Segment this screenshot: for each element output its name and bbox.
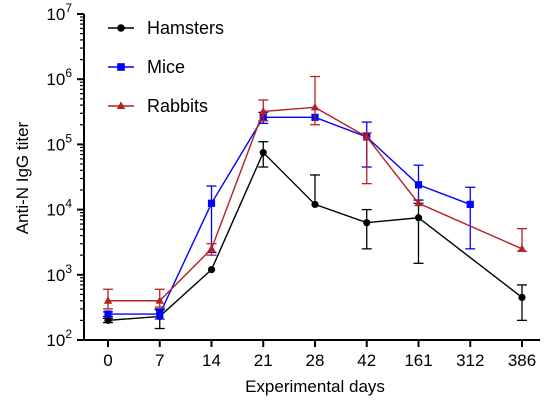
x-tick-label: 21 xyxy=(254,351,273,370)
legend-item-mice: Mice xyxy=(108,57,185,77)
series-line xyxy=(108,106,523,302)
y-tick-label: 106 xyxy=(46,66,72,89)
data-point xyxy=(156,310,164,318)
legend-item-hamsters: Hamsters xyxy=(108,18,224,38)
x-tick-label: 312 xyxy=(456,351,484,370)
data-point xyxy=(311,200,319,209)
y-tick-label: 103 xyxy=(46,262,72,285)
legend-label: Rabbits xyxy=(147,96,208,116)
axes: 102 103 104 105 106 107 0 7 14 21 28 42 161 312 386 xyxy=(46,1,540,370)
y-tick-label: 102 xyxy=(46,327,72,350)
series-rabbits xyxy=(103,75,527,310)
legend-marker xyxy=(117,63,125,71)
plot-area xyxy=(103,75,527,330)
x-tick-label: 42 xyxy=(357,351,376,370)
data-point xyxy=(414,181,423,189)
data-point xyxy=(104,310,112,318)
data-point xyxy=(310,102,320,111)
legend-label: Mice xyxy=(147,57,185,77)
data-point xyxy=(207,199,216,207)
legend-marker xyxy=(117,24,125,32)
data-point xyxy=(362,132,371,140)
data-point xyxy=(414,198,423,207)
data-point xyxy=(517,244,527,252)
x-tick-label: 0 xyxy=(103,351,112,370)
legend-item-rabbits: Rabbits xyxy=(108,96,208,116)
x-axis-title: Experimental days xyxy=(245,377,385,396)
series-line xyxy=(108,116,471,315)
data-point xyxy=(259,148,267,157)
legend-marker xyxy=(116,101,126,109)
legend: Hamsters Mice Rabbits xyxy=(108,18,224,116)
data-point xyxy=(518,293,526,302)
y-tick-label: 104 xyxy=(46,197,72,220)
y-tick-label: 107 xyxy=(46,1,72,24)
y-axis-title: Anti-N IgG titer xyxy=(13,121,32,234)
x-tick-label: 14 xyxy=(202,351,221,370)
data-point xyxy=(414,214,423,222)
data-point xyxy=(207,266,216,274)
data-point xyxy=(363,219,371,227)
data-point xyxy=(103,296,113,304)
series-line xyxy=(107,151,523,322)
legend-label: Hamsters xyxy=(147,18,224,38)
data-point xyxy=(155,296,164,304)
x-tick-label: 28 xyxy=(306,351,325,370)
data-point xyxy=(259,106,268,115)
x-tick-label: 386 xyxy=(508,351,536,370)
data-point xyxy=(466,200,474,209)
data-point xyxy=(207,244,216,252)
data-point xyxy=(104,316,112,324)
series-hamsters xyxy=(103,141,527,330)
x-tick-label: 7 xyxy=(155,351,164,370)
x-tick-label: 161 xyxy=(404,351,432,370)
y-tick-label: 105 xyxy=(46,131,72,154)
